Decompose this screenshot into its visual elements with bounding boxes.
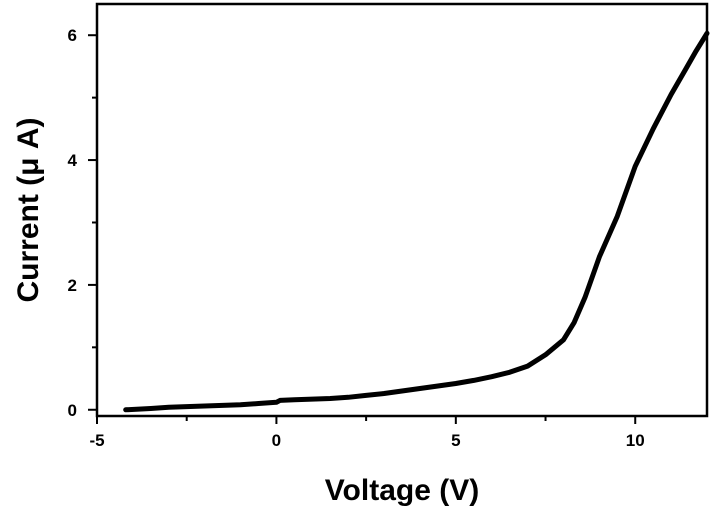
y-tick-label: 4: [68, 151, 78, 170]
y-tick-label: 6: [68, 26, 77, 45]
y-tick-label: 2: [68, 276, 77, 295]
x-tick-label: -5: [89, 431, 104, 450]
x-tick-label: 5: [451, 431, 460, 450]
y-axis-title: Current (μ A): [12, 117, 45, 302]
y-tick-label: 0: [68, 401, 77, 420]
x-tick-label: 0: [272, 431, 281, 450]
x-axis-title: Voltage (V): [325, 474, 479, 506]
plot-frame: [95, 2, 709, 418]
series-line-0: [123, 30, 710, 413]
x-tick-label: 10: [626, 431, 645, 450]
